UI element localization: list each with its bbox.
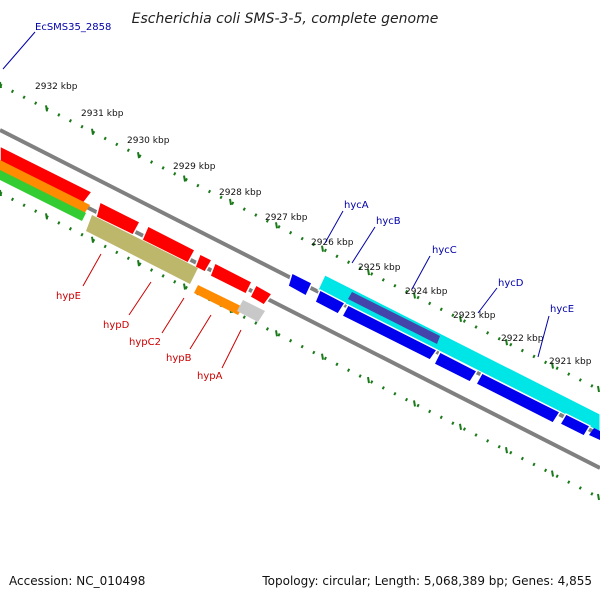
orange-track-right [194, 285, 243, 315]
leader-hypE [82, 253, 102, 287]
gene-label-hycB[interactable]: hycB [376, 216, 401, 227]
leader-hycD [477, 287, 498, 314]
major-tick [551, 362, 554, 369]
hycE-gene-arrow-part[interactable] [558, 413, 592, 437]
leader-EcSMS35_2858 [2, 31, 36, 70]
leader-hycB [351, 226, 376, 264]
hycF-gene-arrow-partial[interactable] [589, 428, 600, 440]
scale-label: 2921 kbp [549, 357, 592, 367]
gene-label-hypE[interactable]: hypE [56, 291, 81, 302]
leader-hypD [128, 281, 152, 316]
scale-label: 2931 kbp [81, 109, 124, 119]
hycB-gene-arrow[interactable] [314, 288, 347, 315]
green-track [0, 170, 86, 221]
major-tick [505, 447, 508, 454]
hycE-gene-arrow[interactable] [474, 372, 562, 424]
major-tick [275, 330, 278, 337]
scale-label: 2924 kbp [405, 287, 448, 297]
grey-track [237, 300, 265, 322]
backbone-inner [0, 161, 600, 470]
major-tick [275, 222, 278, 229]
hypD-gene-arrow[interactable] [95, 200, 142, 236]
hypB-gene-arrow[interactable] [209, 261, 254, 296]
label-leader-lines [2, 31, 550, 369]
scale-label: 2929 kbp [173, 162, 216, 172]
scale-label: 2932 kbp [35, 82, 78, 92]
major-tick [459, 423, 462, 430]
hycB-inner-bar [348, 292, 440, 344]
gene-label-EcSMS35_2858[interactable]: EcSMS35_2858 [35, 22, 111, 33]
scale-label: 2930 kbp [127, 136, 170, 146]
major-tick [91, 236, 94, 243]
khaki-track [86, 215, 198, 284]
leader-hypC2 [161, 297, 185, 334]
major-tick [413, 292, 416, 299]
major-tick [137, 151, 140, 159]
major-tick [91, 128, 94, 135]
scale-label: 2923 kbp [453, 311, 496, 321]
outer-tick-ring [0, 83, 600, 392]
major-tick [367, 376, 370, 384]
gene-label-hycD[interactable]: hycD [498, 278, 524, 289]
leader-hypA [221, 329, 242, 369]
scale-label: 2928 kbp [219, 188, 262, 198]
map-title: Escherichia coli SMS-3-5, complete genom… [132, 11, 439, 27]
feature-tracks [0, 145, 600, 440]
hypC2-gene-arrow[interactable] [194, 252, 214, 273]
major-tick [551, 470, 554, 477]
major-tick [597, 385, 600, 393]
inner-tick-ring [0, 191, 600, 500]
orange-track-left [0, 160, 90, 214]
major-tick [45, 105, 48, 112]
major-tick [459, 315, 462, 322]
scale-label: 2926 kbp [311, 238, 354, 248]
scale-label: 2925 kbp [358, 263, 401, 273]
major-ticks [0, 81, 600, 501]
leader-hycC [411, 255, 431, 290]
gene-label-hycC[interactable]: hycC [432, 245, 457, 256]
gene-label-hypC2[interactable]: hypC2 [129, 337, 161, 348]
hycC-gene-arrow[interactable] [340, 304, 439, 361]
leader-hycA [324, 210, 344, 244]
scale-label: 2922 kbp [501, 334, 544, 344]
accession-text: Accession: NC_010498 [9, 574, 146, 588]
major-tick [321, 245, 324, 252]
leader-hypB [189, 314, 212, 350]
major-tick [505, 339, 508, 346]
leader-hycE [537, 315, 550, 358]
major-tick [367, 268, 370, 276]
major-tick [183, 283, 186, 290]
hycD-gene-arrow[interactable] [432, 350, 479, 383]
gene-label-hypD[interactable]: hypD [103, 320, 130, 331]
gene-label-hycA[interactable]: hycA [344, 200, 369, 211]
genome-summary-text: Topology: circular; Length: 5,068,389 bp… [262, 574, 592, 588]
major-tick [0, 189, 2, 197]
scale-labels: 2932 kbp 2931 kbp 2930 kbp 2929 kbp 2928… [35, 82, 592, 367]
major-tick [137, 259, 140, 267]
gene-label-hycE[interactable]: hycE [550, 304, 574, 315]
gene-labels: EcSMS35_2858 hypE hypD hypC2 hypB hypA h… [35, 22, 574, 382]
major-tick [597, 493, 600, 501]
gene-label-hypA[interactable]: hypA [197, 371, 223, 382]
hycA-gene-arrow[interactable] [287, 271, 313, 298]
major-tick [229, 198, 232, 206]
scale-label: 2927 kbp [265, 213, 308, 223]
major-tick [413, 400, 416, 407]
major-tick [321, 353, 324, 360]
major-tick [0, 81, 2, 89]
major-tick [183, 175, 186, 182]
major-tick [45, 213, 48, 220]
gene-label-hypB[interactable]: hypB [166, 353, 192, 364]
hypA-gene-arrow[interactable] [249, 283, 274, 306]
